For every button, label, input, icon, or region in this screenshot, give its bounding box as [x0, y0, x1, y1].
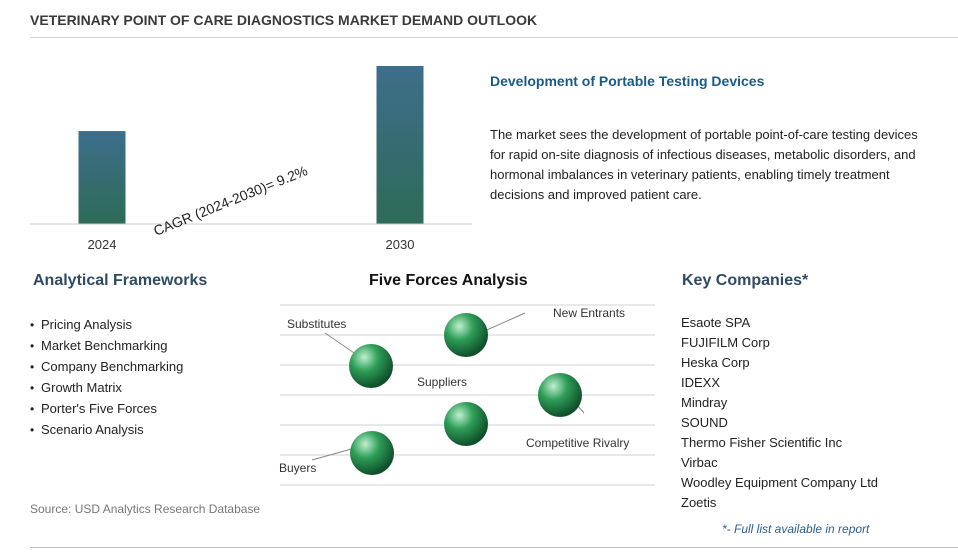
- framework-label: Porter's Five Forces: [41, 401, 157, 416]
- framework-label: Pricing Analysis: [41, 317, 133, 332]
- list-item: • Pricing Analysis: [30, 314, 183, 335]
- buyers-sphere: [350, 431, 394, 475]
- bullet-icon: •: [30, 318, 35, 332]
- bullet-icon: •: [30, 360, 35, 374]
- bar-2030: [376, 66, 424, 224]
- x-tick-label: 2024: [88, 237, 117, 252]
- company-item: Virbac: [681, 455, 718, 470]
- list-item: • Growth Matrix: [30, 377, 183, 398]
- five-forces-heading: Five Forces Analysis: [369, 272, 528, 289]
- company-item: Heska Corp: [681, 355, 750, 370]
- competitive-rivalry-sphere: [538, 373, 582, 417]
- highlight-body: The market sees the development of porta…: [490, 127, 918, 202]
- company-item: IDEXX: [681, 375, 721, 390]
- competitive-rivalry-label: Competitive Rivalry: [526, 436, 629, 450]
- bullet-icon: •: [30, 402, 35, 416]
- list-item: • Company Benchmarking: [30, 356, 183, 377]
- source-text: Source: USD Analytics Research Database: [30, 502, 261, 516]
- company-item: Woodley Equipment Company Ltd: [681, 475, 879, 490]
- market-bar-chart: 2024 2030 CAGR (2024-2030)= 9.2%: [30, 66, 472, 252]
- bullet-icon: •: [30, 423, 35, 437]
- company-item: Mindray: [681, 395, 728, 410]
- company-item: Esaote SPA: [681, 315, 751, 330]
- new-entrants-label: New Entrants: [553, 306, 625, 320]
- suppliers-sphere: [444, 402, 488, 446]
- company-item: FUJIFILM Corp: [681, 335, 770, 350]
- bar-2024: [78, 131, 126, 224]
- substitutes-label: Substitutes: [287, 317, 346, 331]
- list-item: • Market Benchmarking: [30, 335, 183, 356]
- cagr-annotation: CAGR (2024-2030)= 9.2%: [151, 162, 310, 238]
- highlight-title: Development of Portable Testing Devices: [490, 73, 765, 89]
- companies-footnote: *- Full list available in report: [722, 522, 870, 536]
- companies-list: Esaote SPA FUJIFILM Corp Heska Corp IDEX…: [681, 313, 878, 513]
- bullet-icon: •: [30, 339, 35, 353]
- title-divider: [30, 37, 958, 38]
- x-tick-label: 2030: [386, 237, 415, 252]
- substitutes-sphere: [349, 344, 393, 388]
- bottom-divider: [30, 547, 958, 548]
- new-entrants-sphere: [444, 313, 488, 357]
- list-item: • Scenario Analysis: [30, 419, 183, 440]
- frameworks-list: • Pricing Analysis • Market Benchmarking •…: [30, 314, 183, 440]
- company-item: Thermo Fisher Scientific Inc: [681, 435, 843, 450]
- framework-label: Scenario Analysis: [41, 422, 144, 437]
- frameworks-heading: Analytical Frameworks: [33, 272, 208, 289]
- framework-label: Company Benchmarking: [41, 359, 184, 374]
- company-item: SOUND: [681, 415, 728, 430]
- bullet-icon: •: [30, 381, 35, 395]
- company-item: Zoetis: [681, 495, 717, 510]
- five-forces-diagram: Substitutes New Entrants Suppliers Compe…: [279, 304, 655, 486]
- framework-label: Market Benchmarking: [41, 338, 168, 353]
- companies-heading: Key Companies*: [682, 272, 809, 289]
- page-title: VETERINARY POINT OF CARE DIAGNOSTICS MAR…: [30, 12, 538, 28]
- framework-label: Growth Matrix: [41, 380, 122, 395]
- suppliers-label: Suppliers: [417, 375, 467, 389]
- buyers-label: Buyers: [279, 461, 316, 475]
- list-item: • Porter's Five Forces: [30, 398, 183, 419]
